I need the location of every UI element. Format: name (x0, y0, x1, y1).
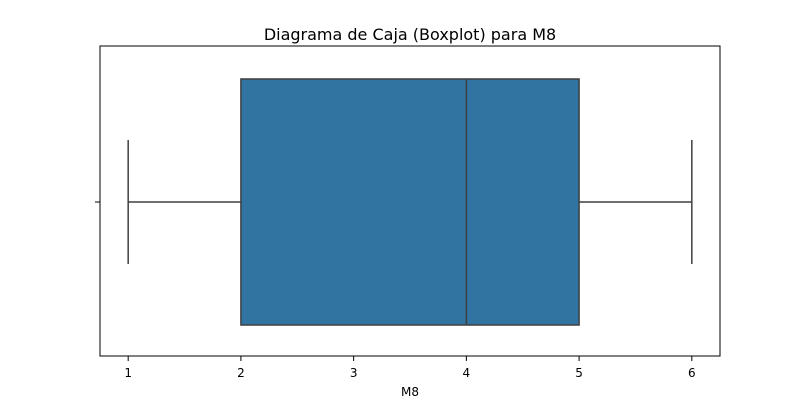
x-tick-label: 6 (688, 366, 696, 380)
x-tick-label: 2 (237, 366, 245, 380)
iqr-box (240, 78, 580, 326)
x-axis-ticks: 1 2 3 4 5 6 (124, 356, 696, 380)
x-tick-label: 3 (350, 366, 358, 380)
x-tick-label: 5 (575, 366, 583, 380)
x-axis-label: M8 (401, 385, 419, 399)
chart-title: Diagrama de Caja (Boxplot) para M8 (264, 25, 556, 44)
plot-area (127, 78, 693, 326)
x-tick-label: 4 (463, 366, 471, 380)
x-tick-label: 1 (124, 366, 132, 380)
axes-frame (99, 45, 721, 357)
